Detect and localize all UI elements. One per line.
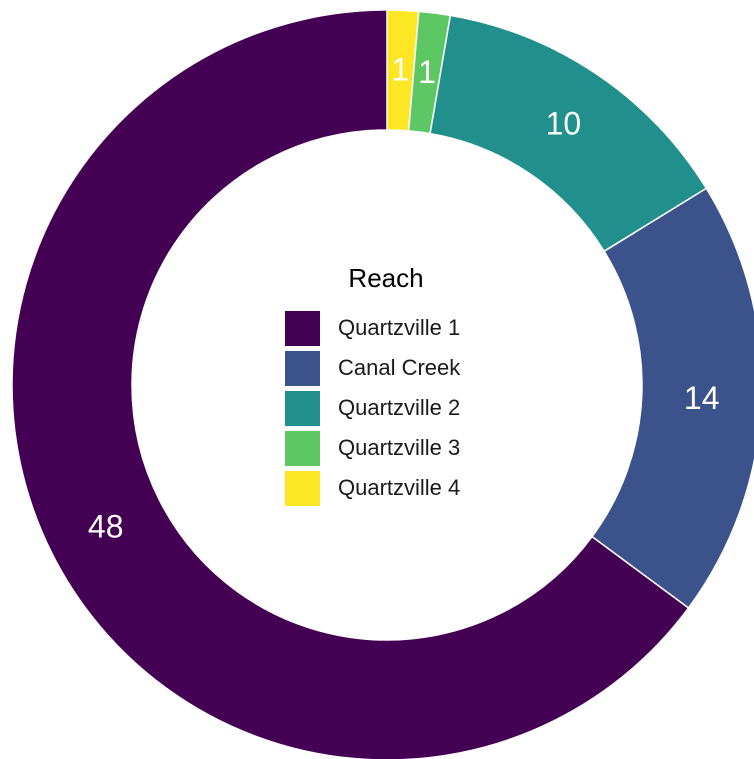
- legend-label: Quartzville 3: [338, 435, 460, 460]
- slice-label: 1: [418, 54, 436, 90]
- legend-key: [285, 471, 320, 506]
- legend-key: [285, 351, 320, 386]
- slice-label: 1: [391, 52, 409, 88]
- donut-slice: [11, 9, 690, 759]
- legend-label: Canal Creek: [338, 355, 461, 380]
- slice-label: 48: [88, 508, 124, 544]
- legend-label: Quartzville 1: [338, 315, 460, 340]
- donut-slice: [590, 187, 754, 610]
- legend-key: [285, 431, 320, 466]
- legend-label: Quartzville 4: [338, 475, 460, 500]
- slice-label: 14: [684, 380, 720, 416]
- legend-title: Reach: [348, 263, 423, 293]
- slice-label: 10: [546, 105, 582, 141]
- legend-key: [285, 391, 320, 426]
- legend-label: Quartzville 2: [338, 395, 460, 420]
- legend-key: [285, 311, 320, 346]
